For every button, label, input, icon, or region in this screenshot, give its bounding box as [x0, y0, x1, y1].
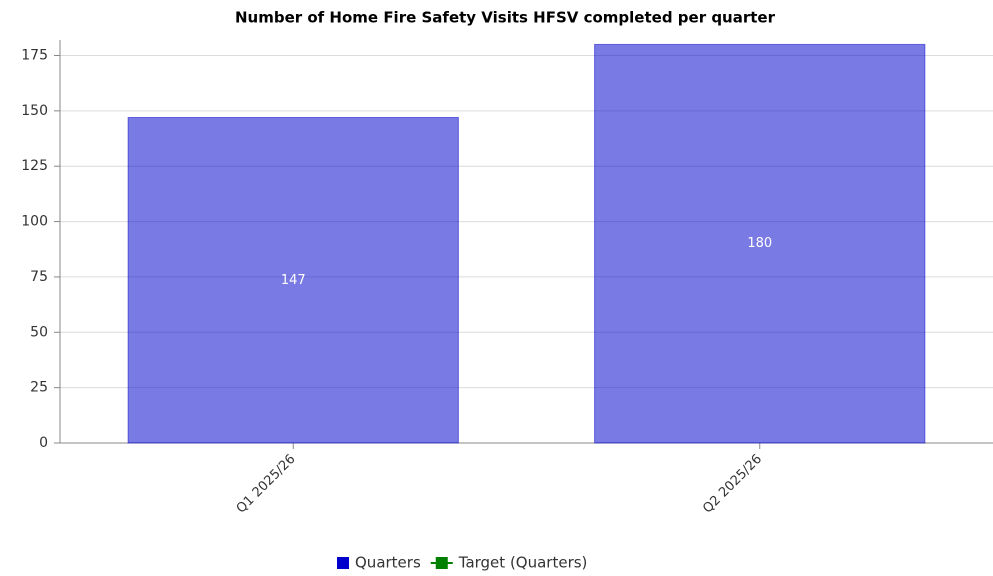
legend: Quarters Target (Quarters): [337, 554, 587, 572]
y-tick-label: 0: [39, 435, 48, 451]
y-tick-label: 75: [30, 269, 48, 285]
y-tick-label: 150: [21, 103, 48, 119]
y-tick-label: 25: [30, 380, 48, 396]
value-label: 180: [747, 236, 772, 251]
legend-swatch: [337, 557, 349, 569]
legend-swatch: [435, 557, 448, 569]
bar: [127, 117, 459, 444]
x-tick-label: Q2 2025/26: [700, 452, 765, 517]
y-tick-label: 50: [30, 324, 48, 340]
bar: [594, 43, 926, 444]
y-tick-label: 125: [21, 158, 48, 174]
x-tick-label: Q1 2025/26: [234, 452, 299, 517]
value-label: 147: [281, 273, 306, 288]
chart-title: Number of Home Fire Safety Visits HFSV c…: [235, 9, 776, 27]
y-tick-label: 100: [21, 214, 48, 230]
y-tick-label: 175: [21, 48, 48, 64]
legend-label: Target (Quarters): [458, 554, 588, 572]
legend-label: Quarters: [355, 554, 421, 572]
